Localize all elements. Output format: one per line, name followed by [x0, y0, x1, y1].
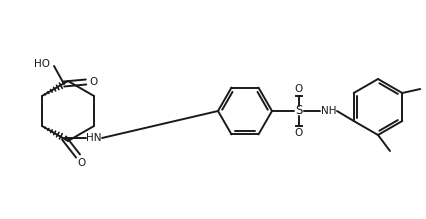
Text: NH: NH — [320, 106, 336, 116]
Text: S: S — [295, 104, 302, 118]
Text: HN: HN — [86, 133, 101, 143]
Text: O: O — [89, 77, 97, 87]
Text: O: O — [294, 84, 302, 94]
Text: O: O — [77, 158, 85, 168]
Text: O: O — [294, 128, 302, 138]
Text: HO: HO — [34, 59, 50, 69]
